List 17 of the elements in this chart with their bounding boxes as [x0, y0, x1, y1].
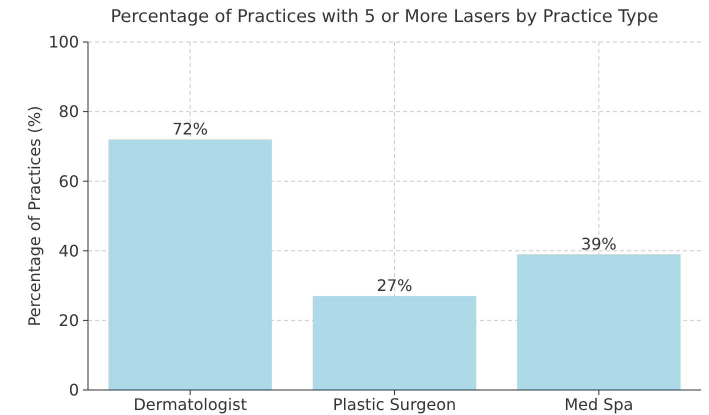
data-label: 72% [172, 119, 208, 138]
x-tick-label: Med Spa [564, 395, 634, 414]
x-tick-label: Dermatologist [133, 395, 247, 414]
data-label: 27% [376, 276, 412, 296]
y-tick-label: 40 [58, 241, 79, 260]
y-tick-label: 20 [58, 311, 79, 330]
bar [312, 296, 476, 390]
data-label: 39% [581, 234, 617, 254]
y-axis-title: Percentage of Practices (%) [25, 106, 44, 326]
y-tick-label: 0 [68, 380, 79, 400]
x-tick-label: Plastic Surgeon [332, 395, 456, 414]
y-tick-label: 80 [58, 102, 79, 122]
bar [517, 254, 681, 390]
y-tick-label: 100 [48, 32, 79, 52]
y-tick-label: 60 [58, 172, 79, 191]
chart-title: Percentage of Practices with 5 or More Lasers by Practice Type [110, 7, 658, 27]
bar [108, 139, 272, 390]
